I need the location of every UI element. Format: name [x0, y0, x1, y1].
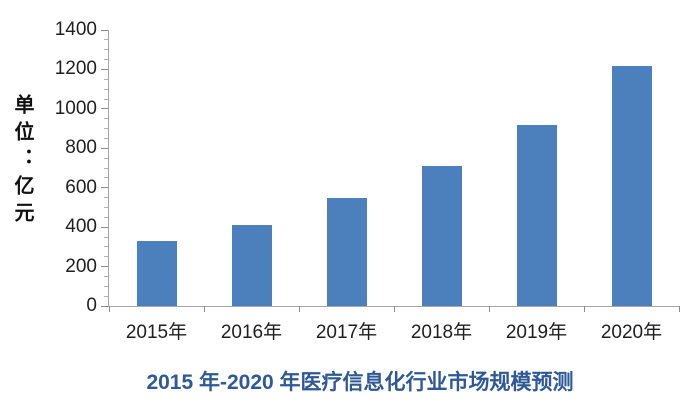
- bar-2019年: [516, 124, 557, 306]
- y-axis-minor-tick: [104, 59, 108, 61]
- y-axis-minor-tick: [104, 197, 108, 199]
- x-axis-category-label: 2017年: [315, 322, 378, 343]
- y-axis-minor-tick: [104, 128, 108, 130]
- x-axis-category-label: 2018年: [410, 322, 473, 343]
- x-axis-tick: [298, 306, 300, 312]
- bar-2016年: [231, 225, 272, 306]
- x-axis-tick: [108, 306, 110, 312]
- y-axis-major-tick: [101, 68, 108, 70]
- y-axis-major-tick: [101, 187, 108, 189]
- bar-2020年: [611, 65, 652, 306]
- y-axis-minor-tick: [104, 236, 108, 238]
- y-axis-minor-tick: [104, 98, 108, 100]
- x-axis-category-label: 2019年: [505, 322, 568, 343]
- plot-area: 0 200 400 600 800 1000 1200 1400 2015年 2016年 2017年…: [55, 20, 680, 343]
- y-axis-minor-tick: [104, 78, 108, 80]
- y-axis-minor-tick: [104, 49, 108, 51]
- y-axis-tick-label: 1200: [54, 58, 97, 80]
- y-axis-minor-tick: [104, 285, 108, 287]
- y-axis-tick-label: 200: [65, 255, 97, 277]
- bar-2017年: [326, 197, 367, 306]
- y-axis-minor-tick: [104, 246, 108, 248]
- y-axis-minor-tick: [104, 39, 108, 41]
- y-axis-minor-tick: [104, 137, 108, 139]
- y-axis-major-tick: [101, 305, 108, 307]
- x-axis-tick: [678, 306, 680, 312]
- y-axis-minor-tick: [104, 88, 108, 90]
- y-axis-major-tick: [101, 29, 108, 31]
- y-axis-unit-label: 单位：亿元: [11, 94, 33, 229]
- x-axis-tick: [203, 306, 205, 312]
- y-axis-tick-label: 0: [86, 295, 97, 316]
- y-axis-minor-tick: [104, 118, 108, 120]
- x-axis-tick: [488, 306, 490, 312]
- bar-2018年: [421, 166, 462, 306]
- y-axis-tick-label: 800: [65, 137, 97, 159]
- y-axis-tick-label: 400: [65, 216, 97, 238]
- x-axis-category-label: 2020年: [600, 322, 663, 343]
- y-axis-major-tick: [101, 266, 108, 268]
- x-axis-category-label: 2015年: [125, 322, 188, 343]
- y-axis-major-tick: [101, 147, 108, 149]
- y-axis-major-tick: [101, 226, 108, 228]
- x-axis-tick: [393, 306, 395, 312]
- x-axis-tick: [583, 306, 585, 312]
- y-axis-minor-tick: [104, 177, 108, 179]
- y-axis-major-tick: [101, 108, 108, 110]
- x-axis-category-label: 2016年: [220, 322, 283, 343]
- y-axis-minor-tick: [104, 256, 108, 258]
- y-axis-minor-tick: [104, 216, 108, 218]
- y-axis-minor-tick: [104, 206, 108, 208]
- y-axis-tick-label: 1400: [54, 19, 97, 40]
- y-axis-minor-tick: [104, 295, 108, 297]
- y-axis-minor-tick: [104, 275, 108, 277]
- bar-2015年: [136, 240, 177, 306]
- chart-title: 2015 年-2020 年医疗信息化行业市场规模预测: [146, 371, 574, 394]
- y-axis-minor-tick: [104, 157, 108, 159]
- y-axis-tick-label: 600: [65, 176, 97, 198]
- y-axis-minor-tick: [104, 167, 108, 169]
- y-axis-tick-label: 1000: [54, 97, 97, 119]
